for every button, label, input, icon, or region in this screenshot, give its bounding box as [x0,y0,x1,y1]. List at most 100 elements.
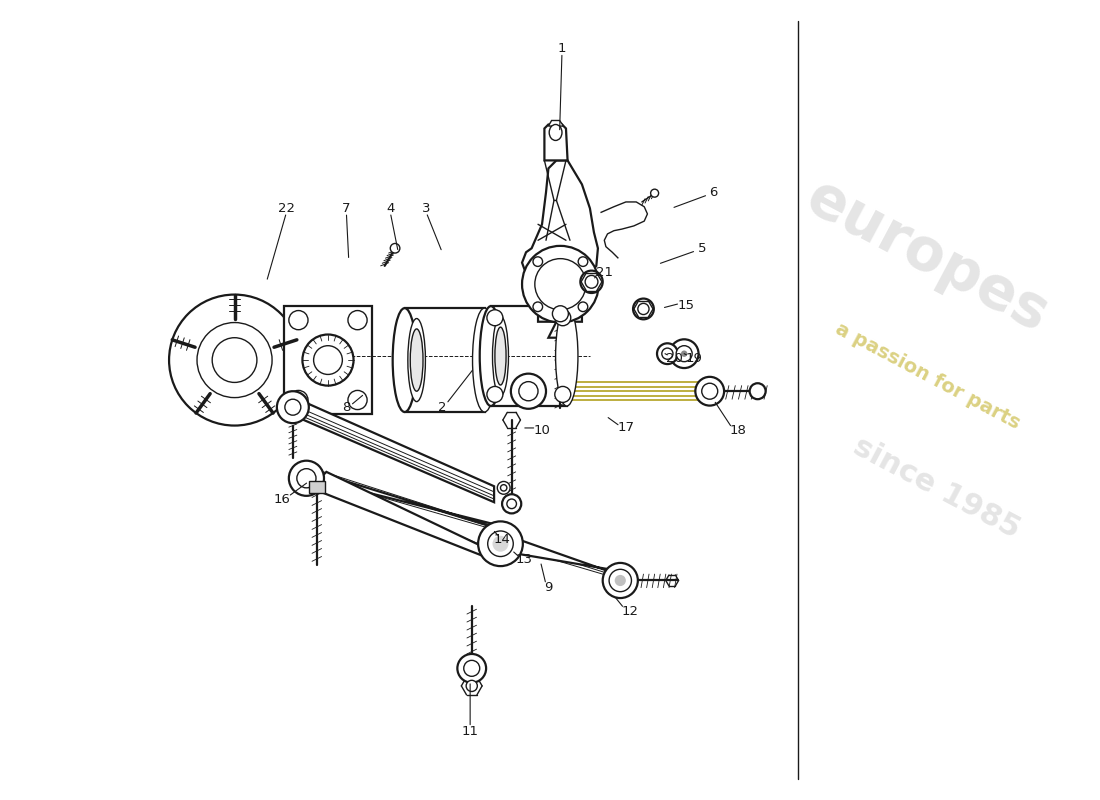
Polygon shape [522,161,598,290]
Text: a passion for parts: a passion for parts [832,319,1023,433]
Circle shape [638,303,649,314]
Ellipse shape [549,125,562,141]
Circle shape [676,346,692,362]
Circle shape [603,563,638,598]
Polygon shape [295,398,494,502]
Polygon shape [284,306,372,414]
Circle shape [500,485,507,491]
Ellipse shape [480,306,502,406]
Circle shape [289,310,308,330]
Circle shape [169,294,300,426]
Circle shape [657,343,678,364]
Circle shape [579,257,587,266]
Polygon shape [549,322,572,338]
Circle shape [497,482,510,494]
Ellipse shape [393,308,417,412]
Text: 11: 11 [462,725,478,738]
Circle shape [197,322,272,398]
Text: 22: 22 [278,202,295,215]
Text: 13: 13 [516,554,532,566]
Text: 7: 7 [342,202,351,215]
Circle shape [314,346,342,374]
Text: 17: 17 [617,422,635,434]
Circle shape [609,570,631,592]
Text: 20: 20 [667,352,683,365]
Polygon shape [544,125,568,161]
Circle shape [297,469,316,488]
Circle shape [650,189,659,197]
Circle shape [212,338,257,382]
Text: europes: europes [796,169,1058,344]
Circle shape [390,243,400,253]
Text: 10: 10 [534,424,550,437]
Circle shape [289,461,324,496]
Circle shape [534,257,542,266]
Circle shape [348,310,367,330]
Circle shape [552,306,569,322]
Circle shape [615,575,626,586]
Ellipse shape [408,318,426,402]
Ellipse shape [410,329,424,391]
Circle shape [487,310,503,326]
Circle shape [695,377,724,406]
Text: 18: 18 [729,424,746,437]
Polygon shape [549,121,563,126]
Polygon shape [310,472,510,560]
Circle shape [681,350,688,357]
Polygon shape [538,302,582,322]
Circle shape [670,339,698,368]
Polygon shape [513,538,628,573]
Circle shape [750,383,766,399]
Circle shape [634,298,653,319]
Circle shape [535,258,586,310]
Circle shape [522,246,598,322]
Text: 21: 21 [596,266,613,278]
Polygon shape [309,482,324,494]
Circle shape [662,348,673,359]
Circle shape [502,494,521,514]
Circle shape [466,680,477,691]
Circle shape [493,536,508,552]
Text: 6: 6 [710,186,718,199]
Circle shape [507,499,517,509]
Circle shape [554,310,571,326]
Text: since 1985: since 1985 [848,432,1025,544]
Text: 12: 12 [621,605,638,618]
Circle shape [579,302,587,311]
Circle shape [478,522,522,566]
Ellipse shape [556,306,578,406]
Circle shape [702,383,717,399]
Ellipse shape [495,327,506,385]
Circle shape [554,386,571,402]
Text: 14: 14 [494,534,510,546]
Text: 1: 1 [558,42,566,55]
Text: 8: 8 [342,402,351,414]
Text: 5: 5 [697,242,706,254]
Circle shape [534,302,542,311]
Circle shape [510,374,546,409]
Circle shape [581,270,603,293]
Circle shape [348,390,367,410]
Ellipse shape [473,308,496,412]
Circle shape [585,275,598,288]
Text: 19: 19 [685,352,702,365]
Text: 3: 3 [422,202,430,215]
Polygon shape [310,470,508,528]
Circle shape [464,660,480,676]
Circle shape [487,386,503,402]
Circle shape [302,334,353,386]
Text: 4: 4 [386,202,395,215]
Ellipse shape [493,316,508,396]
Text: 15: 15 [678,299,694,312]
Polygon shape [491,306,566,406]
Circle shape [519,382,538,401]
Text: 16: 16 [274,494,290,506]
Text: 9: 9 [544,581,552,594]
Polygon shape [405,308,484,412]
Circle shape [285,399,300,415]
Circle shape [487,531,514,557]
Circle shape [458,654,486,682]
Circle shape [277,391,309,423]
Circle shape [289,390,308,410]
Text: 2: 2 [438,402,447,414]
